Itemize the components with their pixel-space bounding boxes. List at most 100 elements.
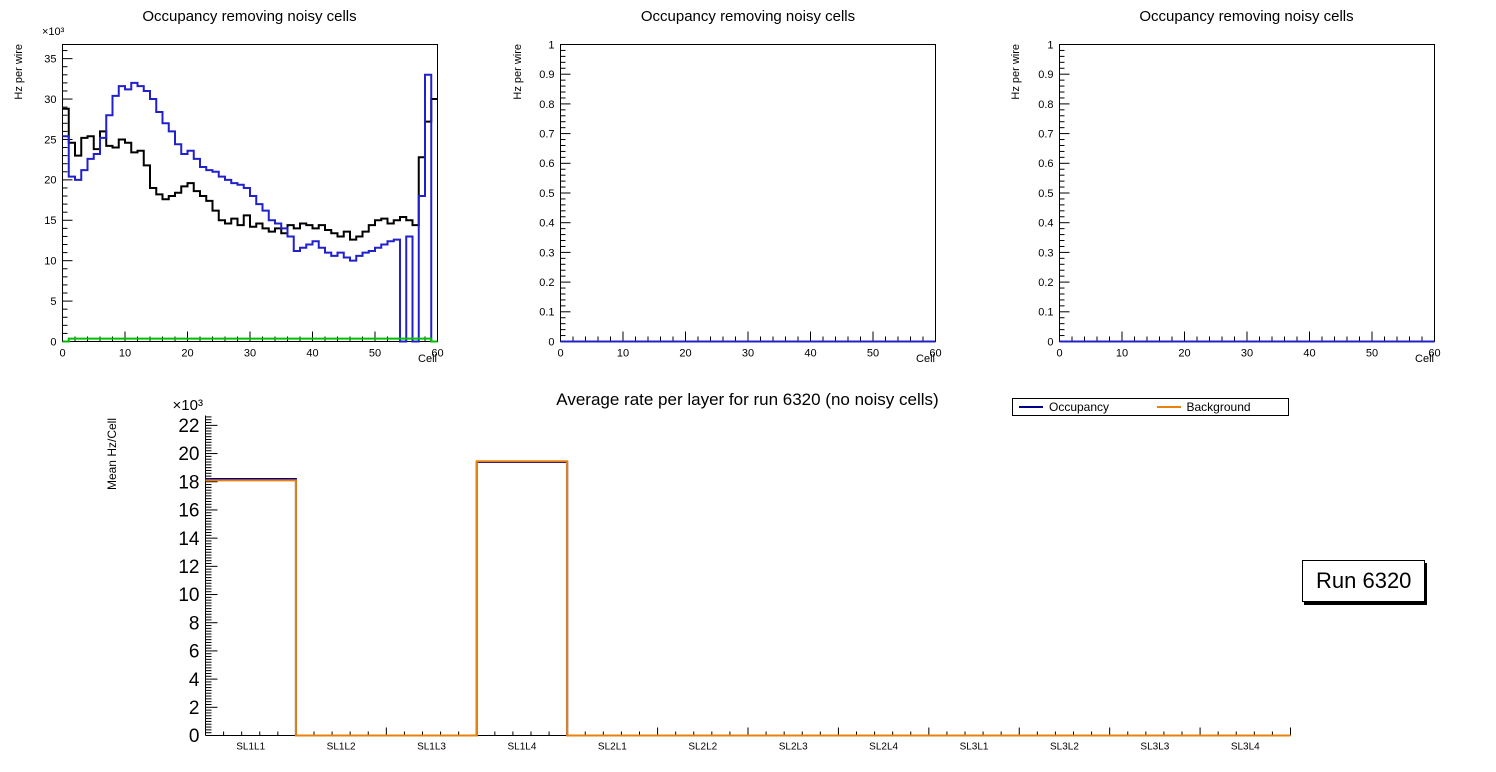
pad-occupancy-3: 0 0.1 0.2 0.3 0.4 0.5 0.6 0.7 0.8 0.9 1 0 10 20 30 40 50… — [997, 0, 1496, 386]
svg-text:16: 16 — [178, 501, 199, 522]
svg-text:14: 14 — [178, 529, 200, 550]
svg-text:0.4: 0.4 — [1038, 218, 1053, 230]
svg-text:40: 40 — [1303, 348, 1315, 360]
svg-text:0.8: 0.8 — [539, 99, 554, 111]
svg-text:60: 60 — [431, 348, 443, 360]
svg-text:20: 20 — [178, 444, 199, 465]
svg-text:22: 22 — [178, 416, 199, 437]
svg-text:1: 1 — [548, 39, 554, 51]
svg-text:30: 30 — [742, 348, 754, 360]
svg-text:2: 2 — [189, 698, 200, 719]
svg-text:0.7: 0.7 — [539, 128, 554, 140]
svg-text:8: 8 — [189, 613, 200, 634]
svg-text:30: 30 — [44, 94, 56, 106]
svg-text:0.9: 0.9 — [1038, 69, 1053, 81]
occupancy-histogram-3-plot[interactable]: 00.10.20.30.40.50.60.70.80.910 10 20 30 40 50… — [997, 0, 1496, 386]
svg-text:35: 35 — [44, 53, 56, 65]
svg-text:0.9: 0.9 — [539, 69, 554, 81]
svg-text:20: 20 — [44, 175, 56, 187]
svg-text:SL3L1: SL3L1 — [960, 742, 989, 753]
y-axis-label-average-rate: Mean Hz/Cell — [105, 418, 119, 491]
svg-text:20: 20 — [181, 348, 193, 360]
svg-text:0.1: 0.1 — [539, 307, 554, 319]
svg-text:SL3L4: SL3L4 — [1231, 742, 1260, 753]
svg-text:0: 0 — [50, 336, 56, 348]
svg-text:0.2: 0.2 — [539, 277, 554, 289]
run-number-stats-box[interactable]: Run 6320 — [1302, 560, 1426, 602]
pad-occupancy-2: 0 0.1 0.2 0.3 0.4 0.5 0.6 0.7 0.8 0.9 1 0 10 20 30 40 50… — [499, 0, 997, 386]
svg-text:30: 30 — [1241, 348, 1253, 360]
svg-text:0: 0 — [548, 336, 554, 348]
svg-text:50: 50 — [1366, 348, 1378, 360]
svg-text:12: 12 — [178, 557, 199, 578]
svg-text:5: 5 — [50, 296, 56, 308]
svg-text:0: 0 — [1047, 336, 1053, 348]
svg-text:1: 1 — [1047, 39, 1053, 51]
svg-text:SL3L2: SL3L2 — [1050, 742, 1079, 753]
svg-text:0.1: 0.1 — [1038, 307, 1053, 319]
svg-text:0.2: 0.2 — [1038, 277, 1053, 289]
y-axis-multiplier-average-rate: ×10³ — [172, 397, 203, 414]
svg-text:50: 50 — [369, 348, 381, 360]
chart-title-3: Occupancy removing noisy cells — [1139, 8, 1354, 25]
svg-text:0.4: 0.4 — [539, 218, 554, 230]
svg-text:25: 25 — [44, 134, 56, 146]
svg-text:SL2L2: SL2L2 — [688, 742, 717, 753]
chart-title-1: Occupancy removing noisy cells — [142, 8, 357, 25]
svg-text:4: 4 — [189, 670, 200, 691]
occupancy-histogram-1-plot[interactable]: 0 5 10 15 20 25 30 35 0 10 20 30 40 50 60 — [0, 0, 499, 386]
svg-text:20: 20 — [679, 348, 691, 360]
svg-text:10: 10 — [1116, 348, 1128, 360]
svg-text:15: 15 — [44, 215, 56, 227]
y-axis-label-2: Hz per wire — [512, 44, 524, 100]
svg-text:20: 20 — [1178, 348, 1190, 360]
svg-text:60: 60 — [929, 348, 941, 360]
svg-text:0.5: 0.5 — [539, 188, 554, 200]
svg-text:SL2L1: SL2L1 — [598, 742, 627, 753]
svg-text:10: 10 — [617, 348, 629, 360]
pad-occupancy-1: 0 5 10 15 20 25 30 35 0 10 20 30 40 50 60 Occupancy re… — [0, 0, 499, 386]
occupancy-line-swatch-icon — [1019, 406, 1043, 408]
svg-text:SL2L4: SL2L4 — [869, 742, 898, 753]
svg-text:30: 30 — [244, 348, 256, 360]
svg-text:0: 0 — [1056, 348, 1062, 360]
svg-text:60: 60 — [1428, 348, 1440, 360]
svg-text:40: 40 — [306, 348, 318, 360]
x-axis-label-1: Cell — [418, 353, 437, 365]
svg-text:SL1L3: SL1L3 — [417, 742, 446, 753]
svg-text:18: 18 — [178, 472, 199, 493]
svg-text:50: 50 — [867, 348, 879, 360]
svg-text:0.3: 0.3 — [1038, 247, 1053, 259]
svg-text:SL1L1: SL1L1 — [236, 742, 265, 753]
svg-text:6: 6 — [189, 642, 200, 663]
legend-entry-background: Background — [1151, 400, 1289, 414]
x-axis-label-2: Cell — [916, 353, 935, 365]
svg-text:10: 10 — [119, 348, 131, 360]
chart-title-2: Occupancy removing noisy cells — [640, 8, 856, 25]
svg-text:0.6: 0.6 — [1038, 158, 1053, 170]
y-axis-label-3: Hz per wire — [1010, 44, 1022, 100]
legend-label-occupancy: Occupancy — [1049, 400, 1110, 414]
svg-text:10: 10 — [44, 256, 56, 268]
pad-average-rate: 0 2 4 6 8 10 12 14 16 18 20 22 SL1L1 SL1L2 SL1L3 SL1L4 S… — [0, 386, 1496, 772]
x-axis-label-3: Cell — [1415, 353, 1434, 365]
svg-text:0.5: 0.5 — [1038, 188, 1053, 200]
svg-text:10: 10 — [178, 585, 199, 606]
svg-text:0.3: 0.3 — [539, 247, 554, 259]
svg-text:0.6: 0.6 — [539, 158, 554, 170]
svg-text:SL1L4: SL1L4 — [507, 742, 536, 753]
y-axis-label-1: Hz per wire — [13, 44, 25, 100]
svg-text:SL2L3: SL2L3 — [779, 742, 808, 753]
y-axis-multiplier-1: ×10³ — [42, 26, 65, 38]
average-rate-plot[interactable]: 0 2 4 6 8 10 12 14 16 18 20 22 SL1L1 SL1L2 SL1L3 SL1L4 S… — [0, 386, 1496, 772]
legend[interactable]: Occupancy Background — [1012, 398, 1289, 416]
svg-text:40: 40 — [804, 348, 816, 360]
legend-label-background: Background — [1186, 400, 1251, 414]
chart-title-average-rate: Average rate per layer for run 6320 (no … — [556, 390, 939, 409]
occupancy-histogram-2-plot[interactable]: 00.10.20.30.40.50.60.70.80.910 10 20 30 40 50… — [499, 0, 997, 386]
svg-text:0.7: 0.7 — [1038, 128, 1053, 140]
svg-text:SL3L3: SL3L3 — [1140, 742, 1169, 753]
svg-text:0: 0 — [557, 348, 563, 360]
background-line-swatch-icon — [1156, 406, 1181, 408]
